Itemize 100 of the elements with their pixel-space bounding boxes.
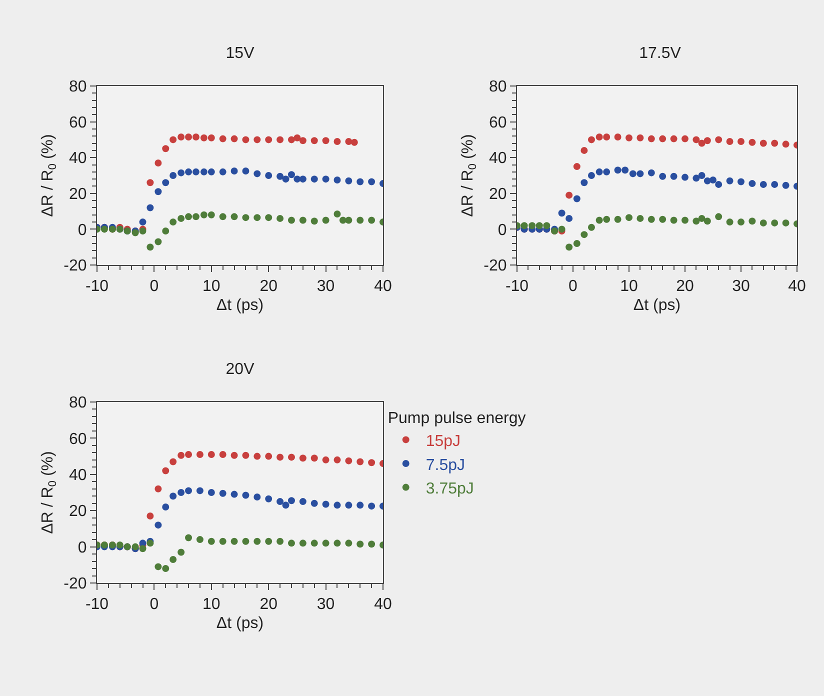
point: [185, 168, 192, 176]
point: [715, 180, 722, 188]
point: [350, 138, 358, 146]
point: [334, 456, 341, 464]
point: [294, 134, 301, 142]
point: [566, 192, 573, 199]
point: [626, 214, 632, 222]
x-tick-label: 20: [260, 278, 278, 296]
point: [782, 219, 790, 226]
point: [310, 137, 318, 144]
point: [242, 214, 250, 222]
point: [265, 452, 272, 460]
point: [154, 485, 162, 492]
point: [192, 213, 200, 220]
legend-label: 3.75pJ: [426, 480, 474, 498]
point: [738, 178, 744, 186]
point: [154, 188, 162, 196]
point: [299, 540, 306, 547]
point: [356, 216, 364, 224]
point: [648, 169, 655, 176]
point: [299, 176, 306, 183]
point: [692, 174, 700, 182]
point: [146, 179, 154, 186]
point: [782, 182, 790, 189]
point: [178, 489, 185, 496]
point: [196, 536, 204, 544]
point: [170, 136, 177, 144]
point: [162, 503, 170, 510]
x-tick-label: 30: [316, 278, 335, 296]
point: [208, 450, 215, 458]
point: [192, 168, 200, 176]
point: [276, 498, 284, 506]
point: [345, 138, 352, 145]
point: [282, 176, 290, 183]
point: [345, 502, 352, 509]
point: [219, 450, 226, 458]
point: [636, 214, 644, 222]
point: [629, 170, 636, 178]
point: [558, 210, 566, 217]
point: [146, 512, 154, 520]
point: [704, 137, 711, 144]
point: [146, 244, 154, 251]
point: [162, 565, 170, 572]
point: [704, 218, 711, 225]
point: [356, 178, 364, 186]
x-tick-label: 0: [150, 278, 159, 296]
point: [265, 172, 272, 179]
point: [294, 176, 301, 183]
point: [322, 540, 330, 547]
point: [185, 534, 192, 542]
point: [603, 216, 610, 223]
point: [715, 213, 722, 220]
point: [219, 168, 226, 176]
point: [254, 214, 261, 222]
point: [276, 172, 284, 180]
point: [760, 140, 767, 147]
point: [573, 240, 580, 248]
y-tick-label: 60: [69, 430, 87, 448]
point: [254, 170, 261, 178]
point: [219, 490, 226, 497]
point: [288, 171, 295, 178]
y-tick-label: 20: [489, 186, 507, 203]
point: [139, 218, 146, 226]
chart-title: 17.5V: [639, 45, 682, 62]
point: [566, 244, 573, 251]
point: [543, 222, 550, 230]
point: [368, 502, 376, 510]
point: [178, 169, 185, 176]
point: [208, 168, 215, 176]
y-tick-label: 40: [489, 150, 507, 168]
point: [200, 211, 208, 218]
chart-title: 20V: [226, 361, 255, 378]
x-axis-title: Δt (ps): [216, 614, 264, 632]
point: [185, 450, 192, 458]
x-tick-label: -10: [505, 278, 529, 296]
x-tick-label: 20: [676, 278, 694, 296]
point: [219, 213, 226, 220]
y-tick-label: -20: [484, 258, 507, 275]
point: [310, 540, 318, 547]
x-tick-label: -10: [85, 278, 109, 296]
point: [154, 522, 162, 529]
point: [146, 204, 154, 212]
point: [368, 216, 376, 224]
point: [170, 492, 177, 500]
point: [771, 219, 778, 226]
point: [170, 172, 177, 179]
x-axis-title: Δt (ps): [216, 296, 264, 314]
point: [356, 458, 364, 466]
point: [299, 137, 306, 144]
x-tick-label: 40: [374, 278, 392, 296]
point: [368, 178, 376, 186]
x-tick-label: 10: [620, 278, 638, 296]
legend-label: 15pJ: [426, 432, 461, 450]
point: [692, 218, 700, 225]
point: [200, 168, 208, 176]
point: [726, 138, 734, 145]
point: [162, 179, 170, 186]
point: [219, 538, 226, 545]
point: [288, 540, 295, 547]
point: [614, 216, 622, 223]
